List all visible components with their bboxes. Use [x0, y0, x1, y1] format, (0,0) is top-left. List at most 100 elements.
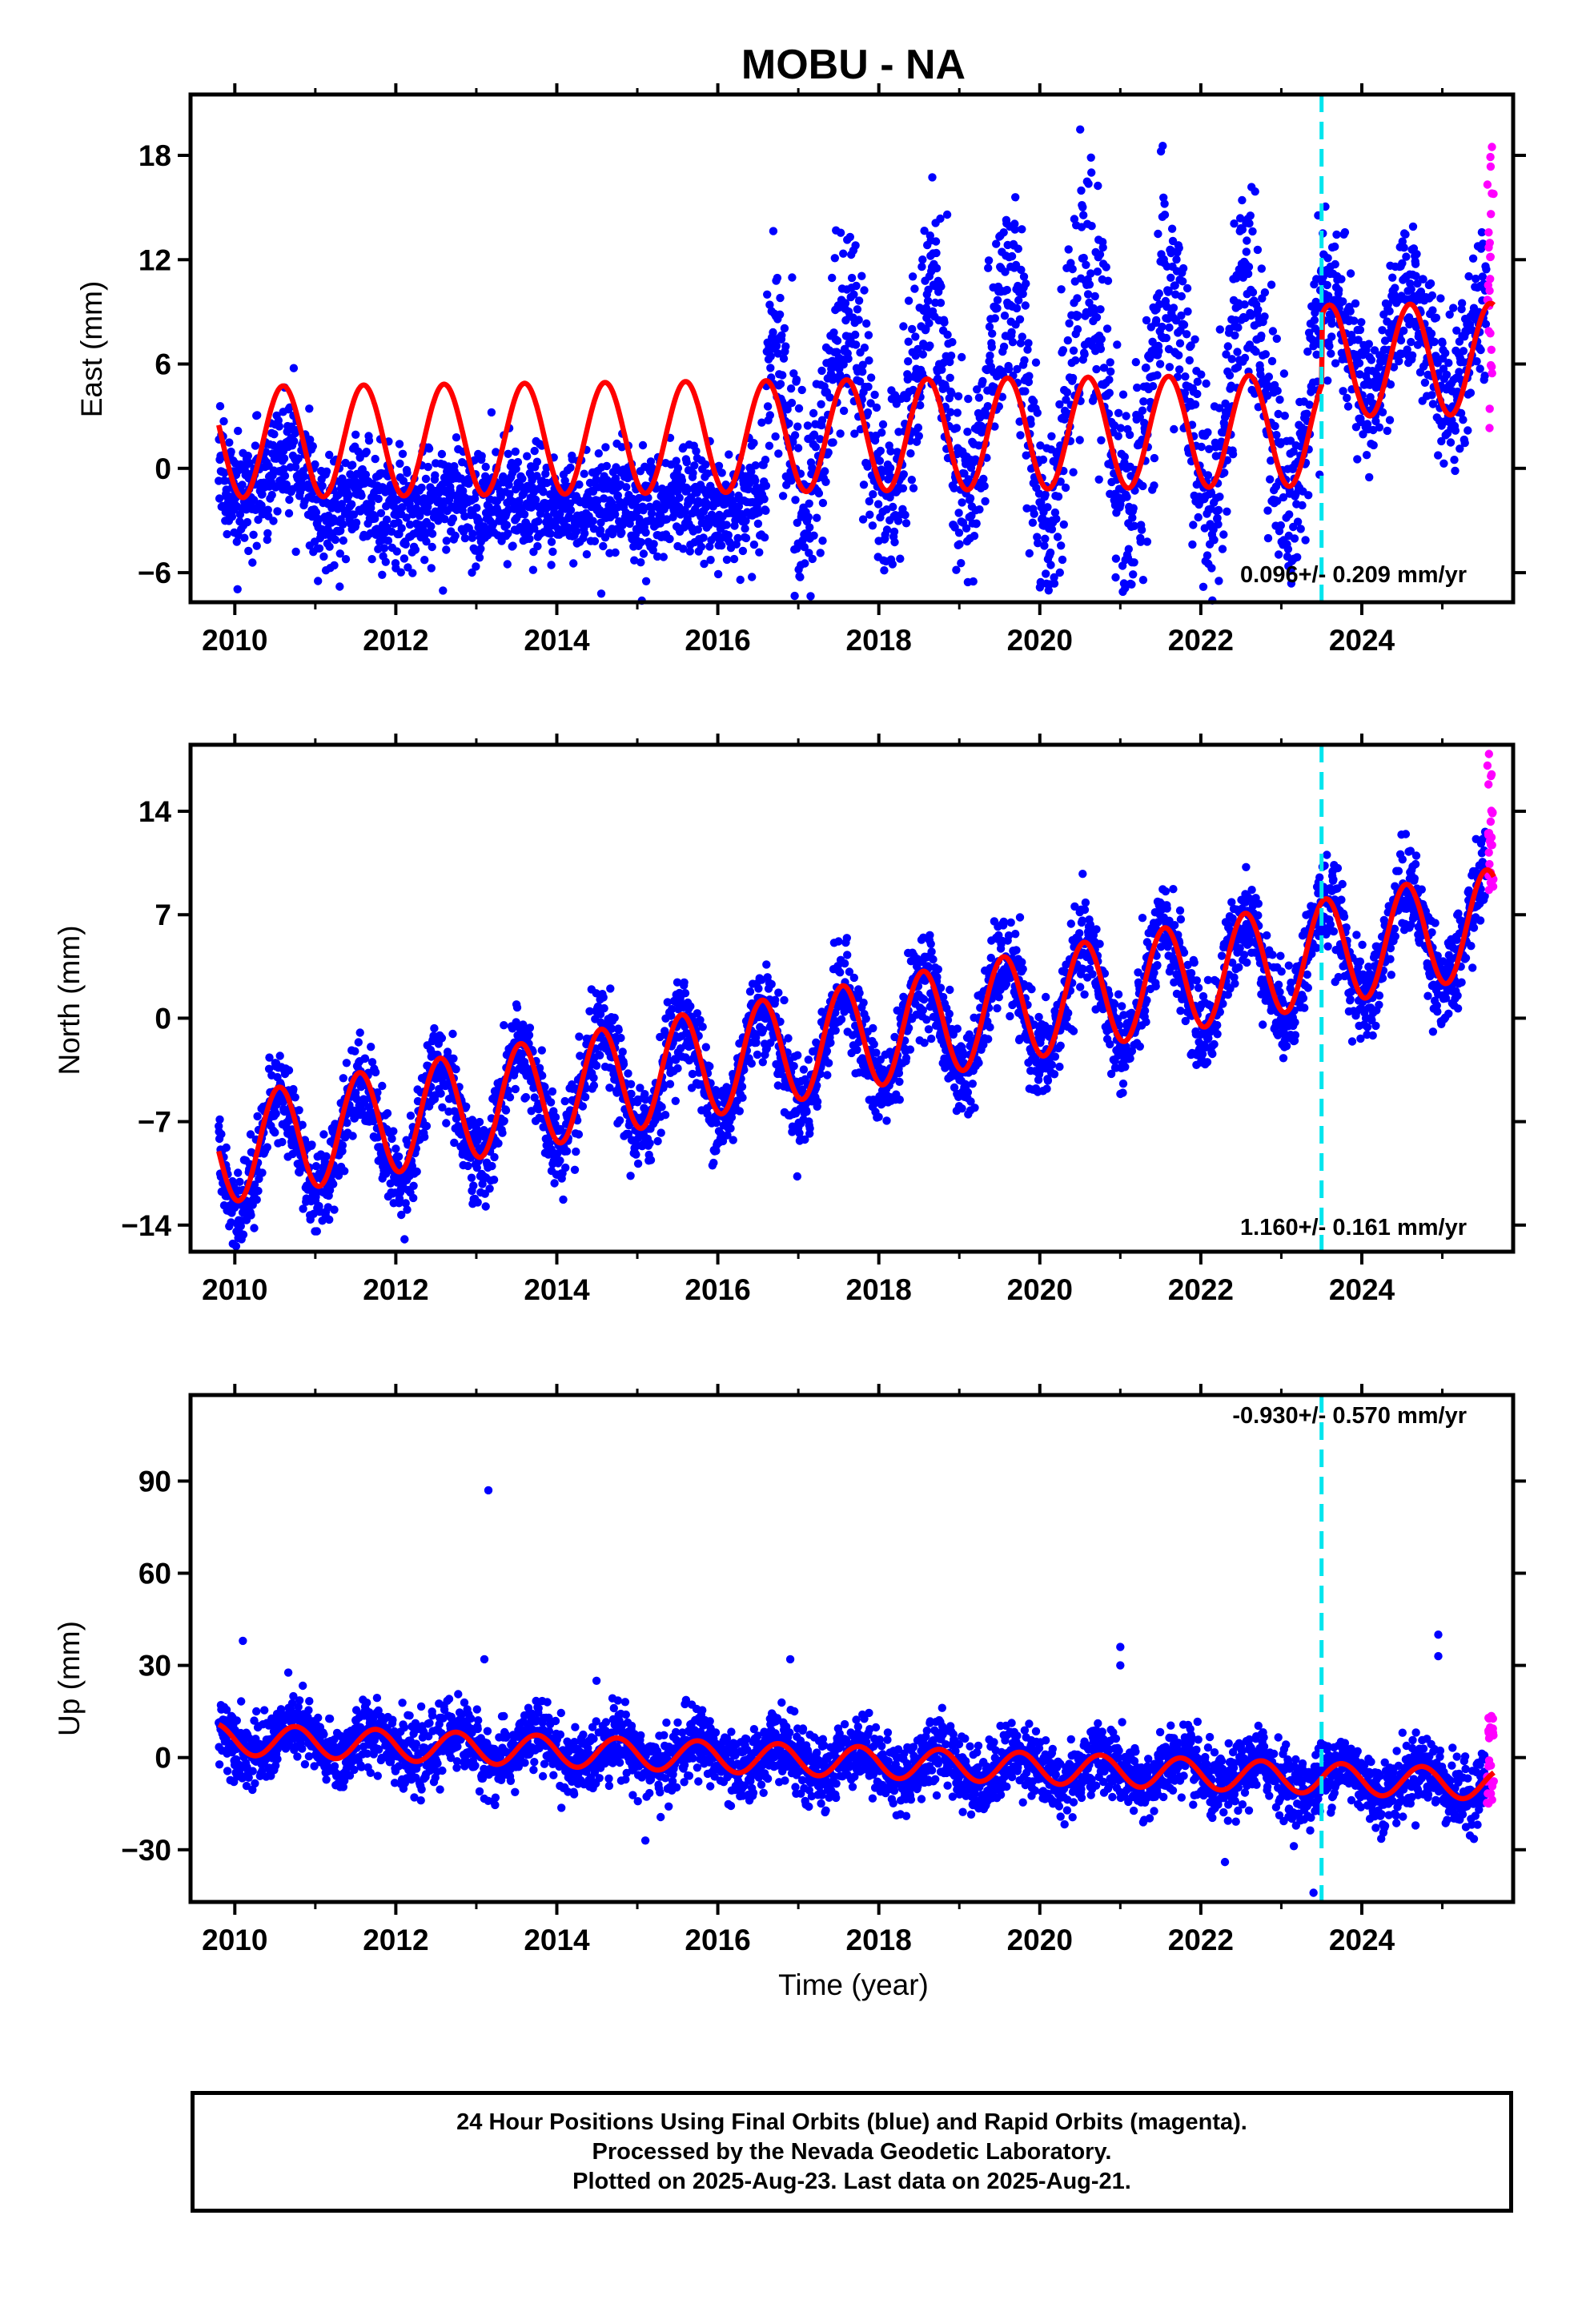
east-point — [437, 449, 447, 459]
east-point — [797, 385, 806, 395]
east-point — [854, 296, 864, 305]
east-point — [741, 533, 751, 543]
east-point — [851, 340, 861, 349]
east-point — [477, 452, 486, 460]
east-point — [1459, 416, 1468, 424]
east-point — [1369, 440, 1378, 450]
east-point — [1253, 245, 1263, 255]
east-point — [539, 488, 548, 497]
east-point — [1407, 351, 1417, 360]
east-point — [748, 573, 757, 581]
east-point — [818, 498, 828, 508]
east-point — [1215, 577, 1223, 585]
east-point — [1073, 294, 1082, 303]
east-xtick-label: 2022 — [1168, 624, 1234, 657]
north-point — [271, 1128, 279, 1137]
north-point — [263, 1143, 271, 1152]
east-point — [1215, 325, 1225, 334]
east-point — [1031, 358, 1041, 367]
east-point — [697, 542, 706, 551]
east-axis-label: East (mm) — [75, 281, 108, 418]
east-point — [252, 541, 261, 550]
north-point — [284, 1066, 294, 1075]
east-point — [596, 525, 605, 535]
east-point — [1155, 360, 1165, 368]
east-point — [396, 568, 405, 577]
east-point — [1203, 471, 1213, 480]
east-point — [847, 273, 857, 283]
east-point — [988, 329, 997, 338]
east-point — [472, 562, 480, 571]
east-point — [778, 492, 788, 501]
north-point — [726, 1124, 735, 1133]
east-point — [717, 541, 726, 550]
east-point — [870, 390, 879, 400]
east-point — [424, 444, 434, 453]
east-point — [1304, 491, 1313, 500]
north-point — [712, 1118, 721, 1128]
east-point — [1182, 330, 1191, 339]
east-point — [1327, 332, 1336, 341]
east-point — [1124, 545, 1134, 553]
east-point — [318, 481, 327, 490]
east-point — [958, 498, 966, 507]
east-point — [294, 454, 303, 463]
east-point — [722, 555, 732, 565]
east-point — [1351, 299, 1360, 308]
east-point — [851, 241, 860, 250]
east-point — [769, 227, 778, 235]
east-point — [404, 563, 412, 572]
east-point — [972, 519, 981, 528]
east-point — [793, 422, 802, 431]
east-point — [1019, 272, 1029, 281]
east-point — [1218, 545, 1227, 553]
east-point — [641, 577, 651, 585]
east-point — [525, 534, 534, 543]
east-point — [267, 490, 276, 500]
east-point — [706, 556, 715, 565]
east-point — [864, 331, 873, 340]
east-point — [953, 408, 962, 417]
north-point — [481, 1202, 490, 1211]
east-point — [844, 354, 853, 364]
east-point — [411, 545, 420, 554]
east-point — [599, 541, 608, 551]
east-point — [472, 504, 481, 513]
east-point — [1457, 299, 1467, 308]
east-point — [220, 468, 229, 477]
east-point — [641, 528, 650, 537]
east-point — [520, 510, 529, 519]
east-point — [1053, 533, 1062, 541]
east-point — [808, 554, 817, 564]
east-point — [932, 263, 942, 273]
east-point — [1331, 242, 1339, 251]
east-point — [503, 560, 512, 569]
east-point — [1199, 582, 1208, 591]
east-point — [955, 540, 964, 549]
north-point — [389, 1127, 398, 1136]
north-point — [254, 1186, 263, 1196]
east-point — [1234, 323, 1243, 332]
north-point — [589, 1073, 598, 1083]
east-point — [1408, 222, 1418, 231]
east-point — [1223, 507, 1231, 516]
east-point — [1268, 327, 1278, 336]
east-point — [809, 408, 818, 418]
east-point — [601, 443, 610, 452]
east-point — [999, 342, 1009, 352]
east-point — [1451, 426, 1460, 435]
north-point — [596, 1051, 604, 1060]
east-point — [428, 529, 437, 538]
east-point — [816, 549, 825, 557]
east-point — [793, 444, 803, 452]
north-point — [252, 1195, 261, 1204]
east-point — [865, 356, 873, 365]
east-point — [243, 517, 252, 527]
east-point — [596, 589, 606, 598]
north-point — [680, 978, 689, 987]
north-point — [511, 1084, 520, 1094]
east-point — [396, 459, 404, 468]
east-point — [1327, 349, 1335, 358]
east-point — [1022, 279, 1030, 288]
east-point — [1114, 408, 1123, 417]
